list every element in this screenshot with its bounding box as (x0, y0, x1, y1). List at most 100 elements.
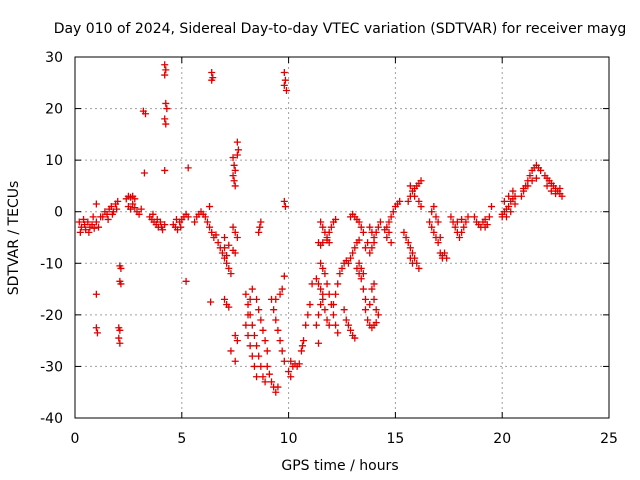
data-point (528, 177, 536, 185)
data-point (172, 215, 180, 223)
data-point (315, 311, 323, 319)
data-point (280, 81, 288, 89)
x-tick-label: 15 (386, 431, 404, 447)
data-point (229, 154, 237, 162)
data-point (233, 337, 241, 345)
data-point (498, 210, 506, 218)
data-point (261, 337, 269, 345)
data-point (153, 215, 161, 223)
data-point (278, 285, 286, 293)
data-point (364, 316, 372, 324)
data-point (263, 362, 271, 370)
data-point (368, 285, 376, 293)
data-point (298, 342, 306, 350)
data-point (319, 290, 327, 298)
data-point (161, 166, 169, 174)
data-point (92, 200, 100, 208)
data-point (385, 218, 393, 226)
data-point (455, 234, 463, 241)
data-point (332, 290, 340, 298)
y-tick-label: 10 (45, 153, 63, 169)
data-point (234, 146, 242, 154)
data-point (317, 301, 325, 309)
data-point (184, 164, 192, 172)
data-point (417, 177, 425, 185)
data-point (229, 223, 237, 231)
data-point (376, 218, 384, 226)
data-point (246, 342, 254, 350)
data-point (280, 68, 288, 76)
data-point (317, 259, 325, 267)
data-point (230, 161, 238, 169)
data-point (406, 182, 414, 190)
data-point (312, 321, 320, 329)
data-point (323, 280, 331, 288)
data-point (481, 215, 489, 223)
x-tick-label: 0 (71, 431, 80, 447)
y-tick-label: -10 (40, 256, 63, 272)
data-point (464, 213, 472, 221)
data-point (272, 295, 280, 303)
data-point (227, 347, 235, 355)
data-point (263, 347, 271, 355)
data-point (321, 306, 329, 314)
data-point (347, 254, 355, 262)
data-point (255, 352, 263, 360)
data-point (206, 223, 214, 231)
data-point (485, 213, 493, 221)
data-point (212, 231, 220, 239)
data-point (426, 218, 434, 226)
data-point (458, 215, 466, 223)
data-point (285, 368, 293, 376)
data-point (75, 218, 83, 226)
data-point (400, 228, 408, 236)
data-point (257, 316, 265, 324)
data-point (229, 172, 237, 180)
data-point (253, 342, 261, 350)
data-point (90, 224, 98, 232)
data-point (127, 205, 135, 213)
data-point (404, 197, 412, 205)
data-point (221, 295, 229, 303)
data-point (161, 71, 169, 79)
data-point (357, 264, 365, 272)
data-point (137, 205, 145, 213)
data-point (207, 298, 215, 306)
data-point (355, 259, 363, 267)
data-point (158, 223, 166, 231)
x-axis-label: GPS time / hours (281, 458, 398, 474)
data-point (201, 213, 209, 221)
y-tick-label: -30 (40, 359, 63, 375)
data-point (372, 306, 380, 314)
data-point (281, 76, 289, 84)
data-point (248, 285, 256, 293)
data-point (329, 311, 337, 319)
data-point (327, 223, 335, 231)
y-tick-label: 20 (45, 102, 63, 118)
plot-frame (74, 56, 610, 419)
data-point (411, 192, 419, 200)
data-point (325, 228, 333, 236)
data-point (432, 213, 440, 221)
data-point (451, 223, 459, 231)
data-point (342, 316, 350, 324)
data-point (370, 239, 378, 247)
y-axis-label: SDTVAR / TECUs (6, 181, 22, 296)
data-point (366, 301, 374, 309)
data-point (304, 311, 312, 319)
data-point (372, 228, 380, 236)
data-point (131, 204, 139, 212)
data-point (244, 331, 252, 339)
data-point (221, 244, 229, 252)
data-point (230, 177, 238, 185)
data-point (115, 334, 123, 342)
data-point (374, 223, 382, 231)
data-point (511, 192, 519, 200)
grid (75, 57, 609, 418)
y-tick-label: 0 (54, 205, 63, 221)
data-point (140, 169, 148, 177)
data-point (261, 378, 269, 386)
data-point (233, 234, 241, 241)
data-point (250, 362, 258, 370)
data-point (92, 218, 100, 226)
